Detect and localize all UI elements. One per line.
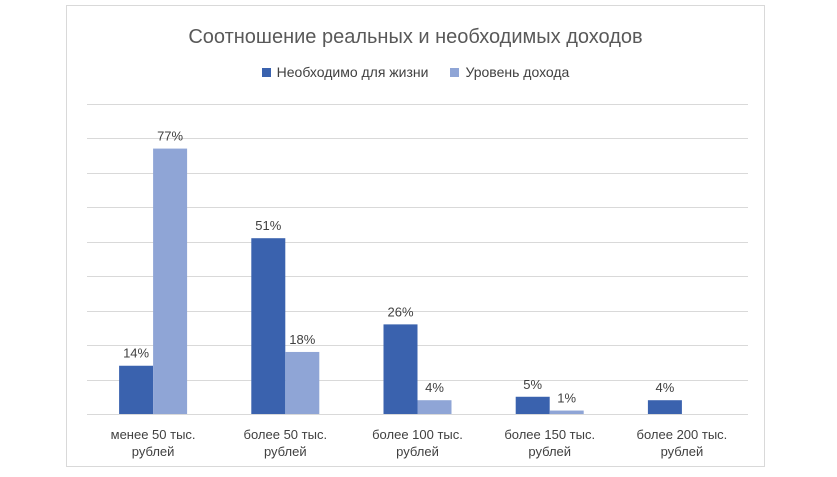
bar [251,238,286,414]
legend-label-income: Уровень дохода [465,64,570,80]
bar [383,324,418,414]
x-tick-label: рублей [661,444,704,459]
bar [285,351,320,414]
x-tick-label: рублей [264,444,307,459]
data-label: 18% [289,332,315,347]
data-label: 5% [523,377,542,392]
x-tick-label: более 50 тыс. [244,427,328,442]
legend-item-income: Уровень дохода [450,64,569,80]
x-tick-label: рублей [396,444,439,459]
bar [417,400,452,414]
bar [119,365,154,414]
legend-swatch-income [450,67,460,77]
x-tick-label: более 150 тыс. [504,427,595,442]
data-label: 77% [157,129,183,144]
data-label: 1% [557,391,576,406]
legend-swatch-required [261,67,271,77]
bar [647,400,682,414]
x-tick-label: рублей [528,444,571,459]
data-label: 4% [656,380,675,395]
x-tick-label: менее 50 тыс. [111,427,196,442]
chart-legend: Необходимо для жизни Уровень дохода [67,64,764,80]
x-tick-label: более 200 тыс. [637,427,728,442]
x-tick-label: более 100 тыс. [372,427,463,442]
data-label: 4% [425,380,444,395]
data-label: 26% [387,304,413,319]
data-label: 14% [123,346,149,361]
plot-area: 14% 77% менее 50 тыс. рублей 51% 18% более 50 … [87,104,748,459]
data-label: 51% [255,218,281,233]
bar [153,148,188,414]
chart-title: Соотношение реальных и необходимых доход… [188,26,643,48]
legend-label-required: Необходимо для жизни [276,64,429,80]
bar [515,396,550,414]
bar [549,410,584,414]
legend-item-required: Необходимо для жизни [261,64,429,80]
chart-frame: Соотношение реальных и необходимых доход… [66,5,765,467]
x-tick-label: рублей [132,444,175,459]
